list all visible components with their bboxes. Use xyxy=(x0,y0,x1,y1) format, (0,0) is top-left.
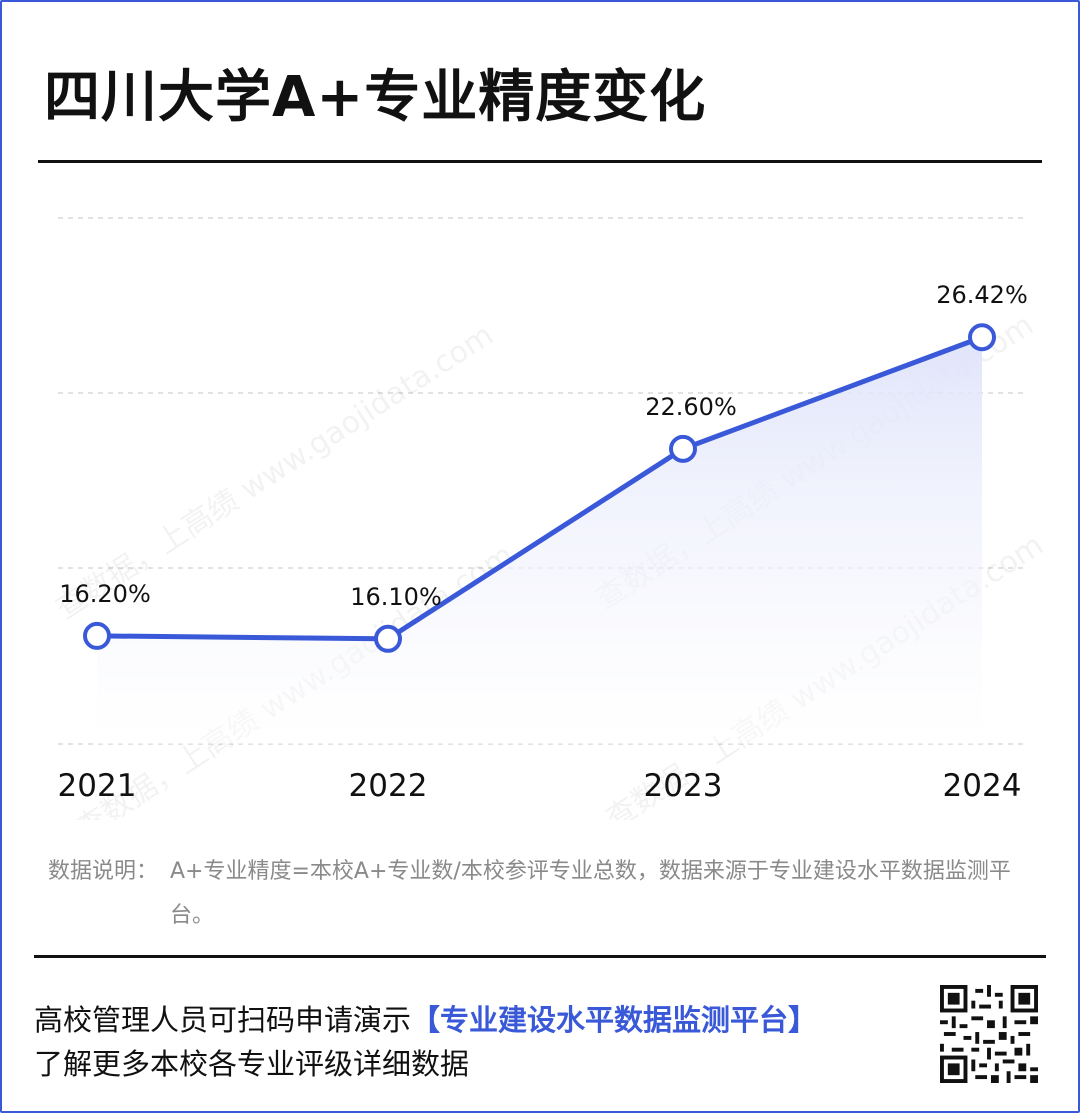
data-point xyxy=(968,323,996,352)
data-label: 26.42% xyxy=(936,281,1028,309)
footer-divider xyxy=(34,955,1046,958)
data-label: 16.10% xyxy=(350,583,442,611)
note-label: 数据说明： xyxy=(48,859,159,884)
x-tick-label: 2021 xyxy=(58,768,137,804)
qr-code-icon[interactable] xyxy=(940,985,1038,1083)
x-tick-label: 2023 xyxy=(644,768,723,804)
data-label: 22.60% xyxy=(645,393,737,421)
footer-line2: 了解更多本校各专业评级详细数据 xyxy=(34,1047,470,1081)
footer-line1: 高校管理人员可扫码申请演示 xyxy=(34,1003,412,1037)
title-divider xyxy=(38,160,1042,163)
note-body: A+专业精度=本校A+专业数/本校参评专业总数，数据来源于专业建设水平数据监测平… xyxy=(170,859,1011,928)
data-point xyxy=(669,434,697,463)
x-tick-label: 2024 xyxy=(943,768,1022,804)
data-label: 16.20% xyxy=(59,580,151,608)
data-point xyxy=(374,624,402,653)
series-line xyxy=(96,334,983,642)
footer-text: 高校管理人员可扫码申请演示【专业建设水平数据监测平台】 了解更多本校各专业评级详… xyxy=(34,998,817,1086)
area-fill xyxy=(97,337,982,744)
page-title: 四川大学A+专业精度变化 xyxy=(44,65,707,130)
x-tick-label: 2022 xyxy=(349,768,428,804)
data-point xyxy=(83,621,111,650)
footer-platform-link[interactable]: 【专业建设水平数据监测平台】 xyxy=(411,1003,818,1037)
